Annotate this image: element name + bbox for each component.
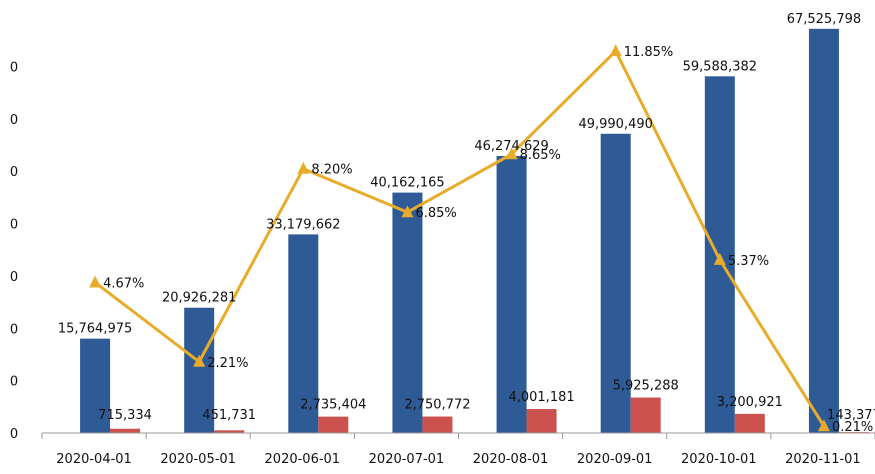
data-label-line: 8.65% [520,148,561,163]
bar-series1 [496,156,527,433]
y-tick-label: 0 [10,113,18,128]
x-category-label: 2020-05-01 [160,452,236,467]
data-label-series2: 715,334 [98,408,152,423]
y-tick-label: 0 [10,270,18,285]
x-category-label: 2020-06-01 [265,452,341,467]
data-label-series2: 2,750,772 [404,398,470,413]
data-label-line: 2.21% [207,356,248,371]
line-marker-triangle [89,275,102,288]
bar-series2 [422,416,453,433]
line-marker-triangle [297,161,310,174]
data-label-series2: 451,731 [202,408,256,423]
data-label-series2: 4,001,181 [508,390,574,405]
bar-series2 [214,430,245,433]
x-category-label: 2020-08-01 [473,452,549,467]
data-label-series2: 2,735,404 [300,398,366,413]
data-label-line: 0.21% [832,420,873,435]
bar-series1 [808,28,839,433]
data-label-line: 4.67% [103,276,144,291]
data-label-series1: 20,926,281 [162,291,236,306]
data-label-series1: 67,525,798 [787,12,861,27]
x-category-label: 2020-04-01 [56,452,132,467]
line-marker-triangle [505,147,518,160]
bar-series1 [288,234,319,433]
data-label-line: 8.20% [311,163,352,178]
data-label-series1: 59,588,382 [683,59,757,74]
bar-series1 [80,338,111,433]
data-label-series1: 46,274,629 [474,139,548,154]
y-axis-ticks: 0 0 0 0 0 0 0 0 [10,60,18,442]
y-tick-label: 0 [10,427,18,442]
data-label-series1: 40,162,165 [370,176,444,191]
y-tick-label: 0 [10,218,18,233]
bar-series2 [318,416,349,433]
data-label-series2: 3,200,921 [717,395,783,410]
bar-series2 [630,397,661,433]
bar-series1 [600,133,631,433]
data-label-series1: 33,179,662 [266,217,340,232]
x-category-label: 2020-07-01 [369,452,445,467]
data-label-series1: 15,764,975 [58,322,132,337]
data-label-line: 11.85% [624,45,674,60]
bar-series2 [526,409,557,433]
data-label-line: 5.37% [728,254,769,269]
x-axis-categories: 2020-04-01 2020-05-01 2020-06-01 2020-07-01… [56,452,860,467]
line-marker-triangle [193,354,206,367]
data-label-line: 6.85% [415,206,456,221]
line-marker-triangle [713,252,726,265]
line-marker-triangle [401,205,414,218]
x-category-label: 2020-10-01 [681,452,757,467]
y-tick-label: 0 [10,375,18,390]
y-tick-label: 0 [10,322,18,337]
data-label-series2: 5,925,288 [613,379,679,394]
x-category-label: 2020-09-01 [577,452,653,467]
bar-series2 [110,428,141,433]
y-tick-label: 0 [10,165,18,180]
bar-series1 [184,307,215,433]
x-axis [41,432,875,439]
line-series [89,44,830,432]
line-marker-triangle [817,419,830,432]
line-marker-triangle [609,44,622,57]
bar-series1 [392,192,423,433]
bar-series [80,28,869,433]
x-category-label: 2020-11-01 [785,452,861,467]
data-label-series1: 49,990,490 [578,117,652,132]
data-labels: 15,764,975 715,334 20,926,281 451,731 33,179… [58,12,875,435]
data-label-series2: 143,377 [827,408,875,423]
bar-series2 [734,413,765,433]
y-tick-label: 0 [10,60,18,75]
line-path [94,49,826,428]
